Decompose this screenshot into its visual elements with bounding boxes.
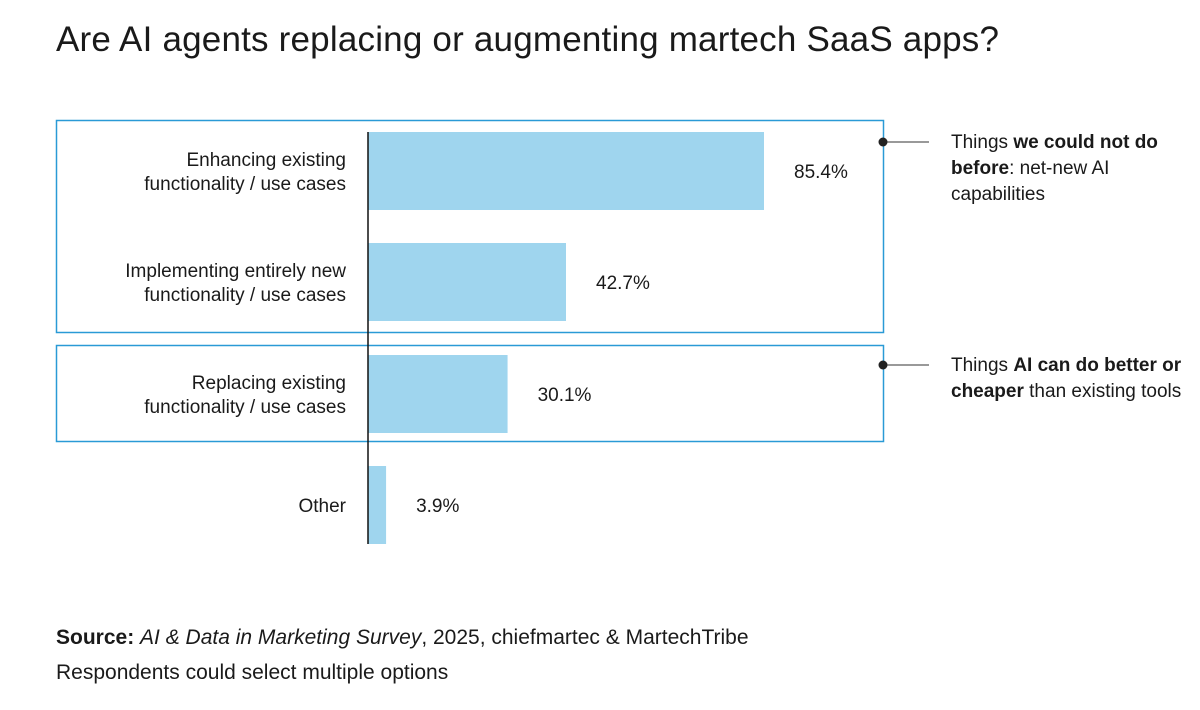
bar-1 xyxy=(368,243,566,321)
category-label-2-0: Replacing existing xyxy=(192,373,346,394)
bar-0 xyxy=(368,132,764,210)
value-label-0: 85.4% xyxy=(794,162,848,183)
category-label-3-0: Other xyxy=(298,496,346,517)
chart-title: Are AI agents replacing or augmenting ma… xyxy=(56,20,1000,59)
annotation-better-cheaper: Things AI can do better or cheaper than … xyxy=(951,355,1182,402)
respondents-note: Respondents could select multiple option… xyxy=(56,661,449,684)
category-label-0-0: Enhancing existing xyxy=(187,150,347,171)
bar-2 xyxy=(368,355,508,433)
source-line: Source: AI & Data in Marketing Survey, 2… xyxy=(56,626,749,649)
bar-3 xyxy=(368,466,387,544)
category-label-1-1: functionality / use cases xyxy=(144,285,346,306)
group-box-better-cheaper xyxy=(55,344,885,443)
category-label-1-0: Implementing entirely new xyxy=(125,261,346,282)
value-label-2: 30.1% xyxy=(538,385,592,406)
group-box-new-capabilities xyxy=(55,119,885,334)
value-label-3: 3.9% xyxy=(416,496,459,517)
annotation-net-new: Things we could not do before: net-new A… xyxy=(951,132,1158,205)
connector-better-cheaper-dot xyxy=(878,360,888,370)
category-label-2-1: functionality / use cases xyxy=(144,397,346,418)
category-label-0-1: functionality / use cases xyxy=(144,174,346,195)
connector-net-new-dot xyxy=(878,137,888,147)
value-label-1: 42.7% xyxy=(596,273,650,294)
